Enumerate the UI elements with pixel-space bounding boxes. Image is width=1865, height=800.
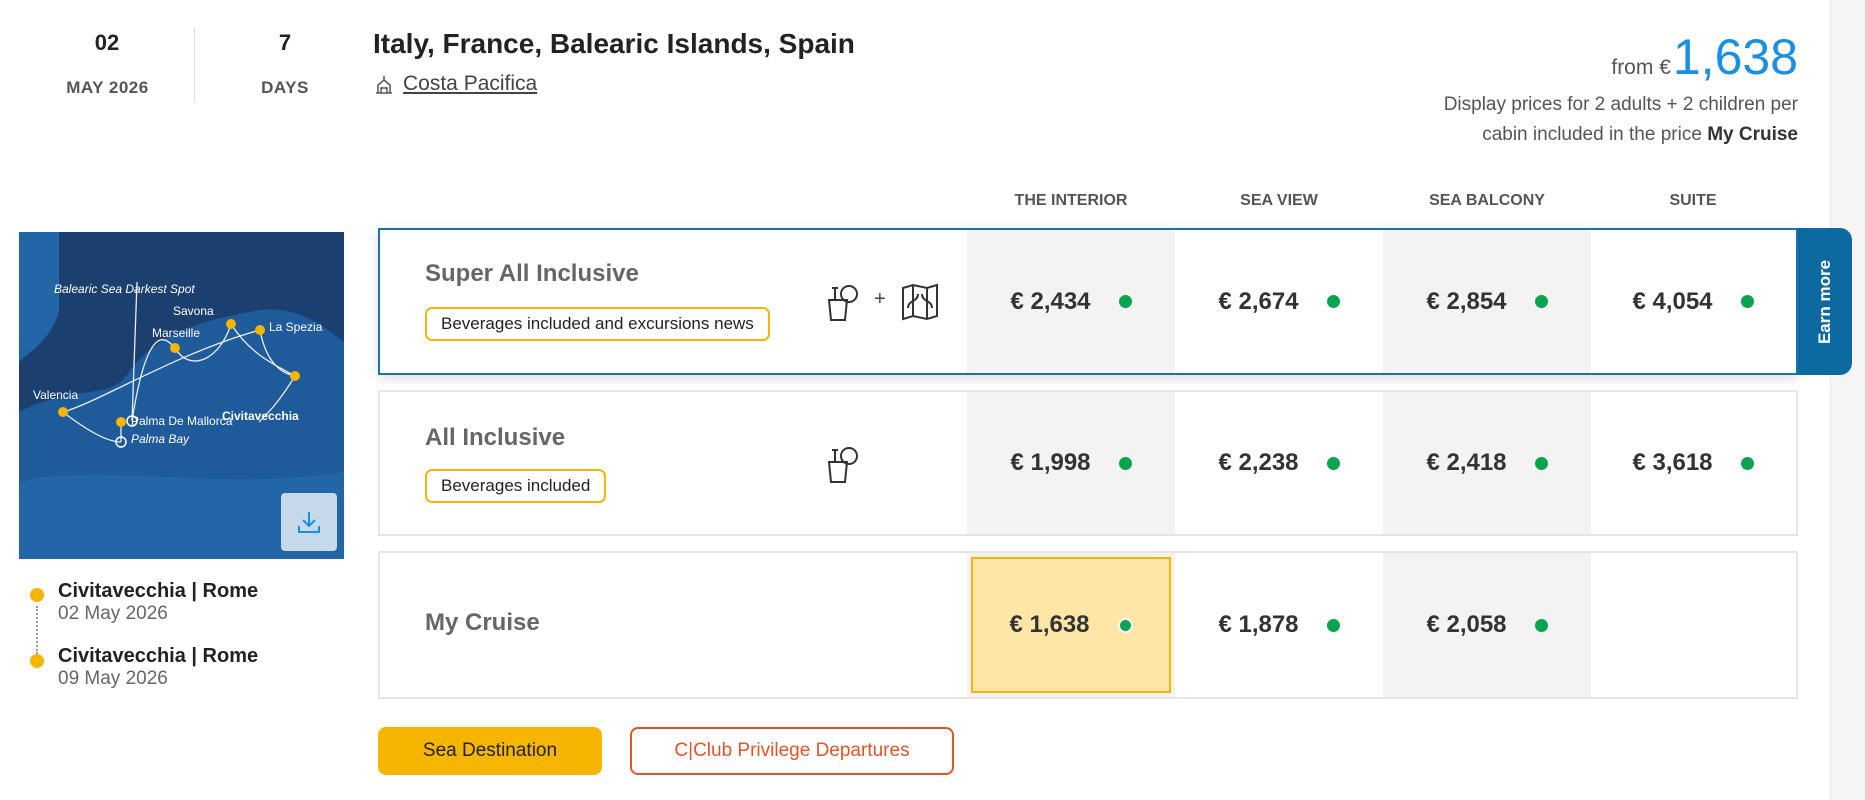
itinerary-start: Civitavecchia | Rome 02 May 2026: [58, 580, 258, 625]
map-label: Balearic Sea Darkest Spot: [54, 282, 195, 296]
route-line: [36, 606, 38, 654]
divider: [194, 28, 195, 102]
duration-value: 7: [278, 30, 292, 55]
cclub-button[interactable]: C|Club Privilege Departures: [630, 727, 954, 775]
date: 09 May 2026: [58, 668, 168, 689]
col-interior: THE INTERIOR: [1014, 192, 1128, 209]
map-label: Civitavecchia: [222, 409, 299, 423]
availability-dot: [1326, 456, 1340, 470]
port: Civitavecchia | Rome: [58, 580, 259, 602]
price: € 2,674: [1218, 287, 1299, 315]
date: 02 May 2026: [58, 603, 168, 624]
availability-dot: [1118, 295, 1132, 308]
route-map[interactable]: Balearic Sea Darkest Spot Savona Marseil…: [19, 232, 344, 559]
download-icon: [298, 512, 320, 533]
package-name: All Inclusive: [425, 424, 566, 451]
availability-dot: [1740, 295, 1754, 308]
duration-unit: DAYS: [261, 78, 309, 97]
drink-icon: [827, 285, 858, 321]
availability-dot: [1534, 618, 1548, 632]
col-suite: SUITE: [1669, 192, 1717, 209]
price: € 1,878: [1218, 611, 1299, 638]
plus-sign: +: [874, 288, 886, 310]
availability-dot: [1326, 618, 1340, 632]
availability-dot: [1117, 617, 1133, 633]
map-label: Palma Bay: [131, 432, 190, 446]
ship-name[interactable]: Costa Pacifica: [403, 72, 538, 95]
availability-dot: [1326, 295, 1340, 308]
price: € 2,238: [1218, 449, 1299, 476]
map-label: Savona: [173, 304, 214, 318]
price-description: Display prices for 2 adults + 2 children…: [1398, 90, 1798, 150]
package-name: Super All Inclusive: [425, 260, 639, 287]
map-label: La Spezia: [269, 320, 323, 334]
price-cell-sea-balcony[interactable]: € 2,854: [1383, 230, 1591, 373]
availability-dot: [1118, 456, 1132, 470]
col-sea-view: SEA VIEW: [1240, 192, 1318, 209]
package-name: My Cruise: [425, 609, 540, 636]
download-map-button[interactable]: [281, 493, 337, 551]
drink-icon: [827, 447, 858, 483]
itinerary-end: Civitavecchia | Rome 09 May 2026: [58, 645, 258, 690]
port: Civitavecchia | Rome: [58, 645, 259, 667]
sea-destination-button[interactable]: Sea Destination: [378, 727, 602, 775]
map-label: Marseille: [152, 326, 201, 340]
price-cell-sea-balcony[interactable]: € 2,418: [1383, 392, 1591, 534]
price-cell-sea-view[interactable]: € 1,878: [1175, 553, 1383, 697]
price: € 3,618: [1632, 449, 1713, 476]
availability-dot: [1740, 456, 1754, 470]
from-price: 1,638: [1672, 29, 1798, 85]
desc-text: Display prices for 2 adults + 2 children…: [1443, 94, 1798, 145]
price: € 2,854: [1426, 287, 1507, 315]
package-row-super-all-inclusive[interactable]: Super All Inclusive Beverages included a…: [378, 228, 1798, 375]
start-dot: [30, 588, 44, 602]
price: € 4,054: [1632, 287, 1713, 315]
package-badge: Beverages included and excursions news: [425, 307, 770, 341]
price: € 2,418: [1426, 449, 1507, 476]
price-cell-interior[interactable]: € 1,998: [967, 392, 1175, 534]
earn-more-label: Earn more: [1815, 259, 1834, 344]
package-row-all-inclusive[interactable]: All Inclusive Beverages included € 1,998…: [378, 390, 1798, 536]
price-cell-interior[interactable]: € 2,434: [967, 230, 1175, 373]
price: € 1,998: [1010, 449, 1091, 476]
availability-dot: [1534, 295, 1548, 308]
end-dot: [30, 654, 44, 668]
price: € 2,434: [1010, 287, 1091, 315]
price-from: from € 1,638: [1611, 28, 1798, 86]
departure-month: MAY 2026: [66, 78, 149, 97]
price-cell-interior-selected[interactable]: € 1,638: [971, 557, 1171, 693]
desc-bold: My Cruise: [1707, 124, 1798, 145]
ship-link[interactable]: Costa Pacifica: [373, 72, 537, 96]
price: € 1,638: [1009, 611, 1090, 638]
price-cell-suite[interactable]: € 4,054: [1589, 230, 1797, 373]
cruise-title: Italy, France, Balearic Islands, Spain: [373, 28, 855, 59]
package-badge: Beverages included: [425, 469, 607, 503]
price: € 2,058: [1426, 611, 1507, 638]
availability-dot: [1534, 456, 1548, 470]
departure-day: 02: [94, 30, 120, 55]
package-row-my-cruise[interactable]: My Cruise € 1,638 € 1,878 € 2,058: [378, 551, 1798, 699]
col-sea-balcony: SEA BALCONY: [1429, 192, 1545, 209]
map-icon: [902, 283, 938, 321]
price-cell-suite[interactable]: € 3,618: [1589, 392, 1797, 534]
earn-more-tab[interactable]: Earn more: [1798, 228, 1852, 375]
page-edge: [1830, 0, 1865, 800]
price-cell-sea-view[interactable]: € 2,674: [1175, 230, 1383, 373]
from-label: from €: [1611, 56, 1671, 79]
map-label: Palma De Mallorca: [131, 414, 233, 428]
map-graphic: [19, 232, 344, 559]
price-cell-sea-balcony[interactable]: € 2,058: [1383, 553, 1591, 697]
ship-icon: [376, 76, 392, 94]
map-label: Valencia: [33, 388, 79, 402]
price-cell-sea-view[interactable]: € 2,238: [1175, 392, 1383, 534]
